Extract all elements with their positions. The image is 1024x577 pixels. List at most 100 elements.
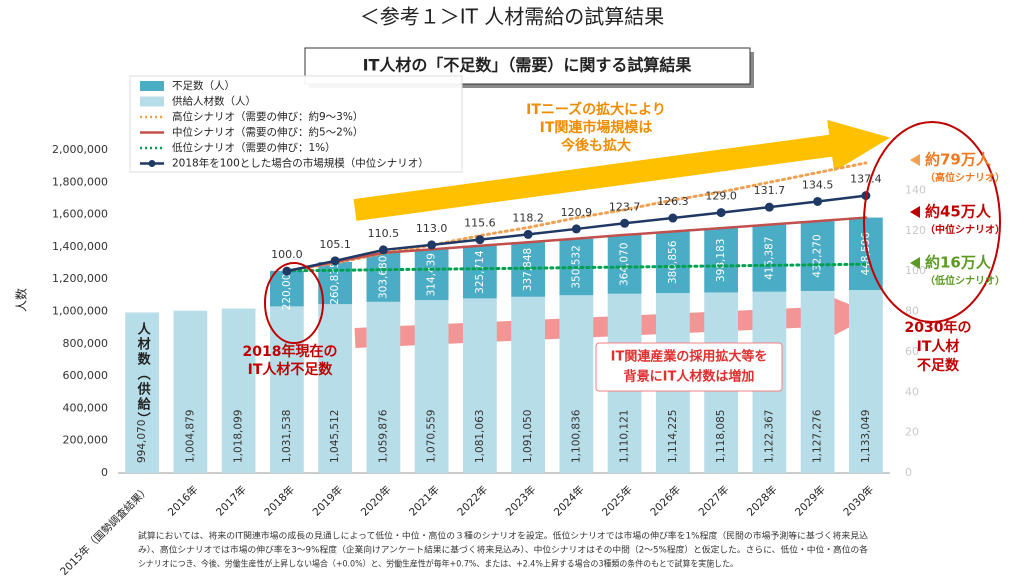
y-tick-label: 800,000 [63, 337, 109, 350]
bar [511, 296, 546, 473]
legend-marker [148, 160, 156, 167]
bar-label: 432,270 [812, 234, 824, 277]
series-marker [475, 235, 485, 245]
annotation: ITニーズの拡大により [526, 101, 666, 118]
series-line [285, 262, 868, 273]
y2-tick-label: 140 [905, 183, 926, 196]
hiring-box [595, 342, 783, 392]
point-label: 115.6 [464, 217, 496, 230]
annotation: IT関連産業の採用拡大等を [611, 349, 768, 365]
bar [318, 304, 353, 473]
footnote: 試算においては、将来のIT関連市場の成長の見通しによって低位・中位・高位の３種の… [138, 531, 869, 542]
y-tick-label: 1,000,000 [52, 305, 108, 318]
bar-label: 1,118,085 [715, 410, 727, 463]
plot-area: 0 200,000 400,000 600,000 800,000 1,000,000 1,… [14, 143, 927, 577]
bar [414, 249, 449, 301]
series-marker [427, 240, 437, 250]
bar-label: 260,835 [329, 261, 341, 304]
bar-label: 1,091,050 [522, 410, 534, 463]
bar-label: 1,110,121 [619, 410, 631, 463]
y-tick-label: 0 [101, 466, 108, 479]
bar-label: 1,114,225 [667, 410, 679, 463]
pointer-high [910, 154, 920, 166]
bar [752, 224, 787, 292]
pointer-low [910, 257, 920, 269]
annotation: 約16万人 [925, 254, 992, 272]
point-label: 131.7 [754, 184, 786, 197]
bar-label: 1,081,063 [474, 410, 486, 463]
footnote: シナリオにつき、今後、労働生産性が上昇しない場合（+0.0%）と、労働生産性が毎… [138, 559, 738, 570]
bar-label: 415,387 [763, 236, 775, 279]
annotation: 今後も拡大 [560, 137, 631, 154]
x-tick-label: 2023年 [503, 483, 539, 519]
point-label: 137.4 [850, 173, 882, 186]
bar [655, 231, 690, 294]
bar [462, 298, 497, 473]
bar-label: 1,004,879 [184, 410, 196, 463]
bar [366, 252, 401, 302]
point-label: 113.0 [416, 222, 448, 235]
point-label: 134.5 [802, 178, 834, 191]
x-tick-label: 2017年 [213, 483, 249, 519]
bar [221, 308, 256, 473]
bar [848, 290, 883, 473]
bar-label: 1,133,049 [860, 410, 872, 463]
y2-tick-label: 80 [905, 305, 919, 318]
overlay: 不足数（人） 供給人材数（人） 高位シナリオ（需要の伸び：約9～3%） 中位シナリオ（… [129, 75, 1005, 392]
legend-label: 高位シナリオ（需要の伸び：約9～3%） [172, 110, 363, 123]
y-tick-label: 600,000 [63, 369, 109, 382]
series-marker [282, 266, 292, 276]
series-marker [668, 213, 678, 223]
series-marker [813, 196, 823, 206]
y2-tick-label: 120 [905, 224, 926, 237]
x-tick-label: 2029年 [792, 483, 828, 519]
bar-label: 1,070,559 [426, 410, 438, 463]
y-tick-label: 1,800,000 [52, 175, 108, 188]
legend-swatch [140, 96, 164, 107]
y-tick-label: 1,600,000 [52, 208, 108, 221]
point-label: 129.0 [705, 190, 737, 203]
point-label: 110.5 [368, 227, 400, 240]
annotation: IT人材 [917, 338, 960, 355]
legend-box [129, 75, 463, 173]
point-label: 126.3 [657, 195, 689, 208]
bar [269, 270, 304, 307]
annotation: IT関連市場規模は [540, 119, 653, 136]
series-marker [764, 202, 774, 212]
x-tick-label: 2020年 [358, 483, 394, 519]
bar-label: 380,856 [667, 240, 679, 284]
bar-label: 303,680 [377, 256, 389, 299]
legend-label: 中位シナリオ（需要の伸び：約5～2%） [172, 126, 363, 139]
bar-label: 220,000 [281, 267, 293, 310]
annotation: 背景にIT人材数は増加 [624, 369, 755, 385]
x-tick-label: 2030年 [841, 483, 877, 519]
y-tick-label: 200,000 [63, 434, 109, 447]
y-tick-label: 1,200,000 [52, 272, 108, 285]
legend-swatch [140, 81, 164, 91]
bar [462, 245, 497, 299]
bar-label: 1,031,538 [281, 410, 293, 463]
x-tick-label: 2024年 [551, 483, 587, 519]
point-label: 118.2 [512, 211, 544, 224]
y-tick-label: 400,000 [63, 401, 109, 414]
y2-tick-label: 100 [905, 264, 926, 277]
annotation: （中位シナリオ） [925, 223, 1005, 236]
circle-2018 [264, 262, 324, 344]
bar-label: 1,127,276 [812, 409, 824, 463]
bar-label: 1,045,512 [329, 410, 341, 463]
x-tick-label: 2021年 [406, 483, 442, 519]
circle-2030 [863, 121, 1001, 323]
bar-label: 1,100,836 [570, 409, 582, 463]
bar [559, 295, 594, 473]
point-label: 105.1 [319, 238, 351, 251]
x-tick-label: 2028年 [744, 483, 780, 519]
x-tick-label: 2022年 [455, 483, 491, 519]
series-marker [523, 229, 533, 239]
bar [800, 290, 835, 473]
annotation: 約79万人 [925, 151, 992, 169]
bar-label: 1,122,367 [763, 410, 775, 463]
pointer-mid [910, 206, 920, 218]
bar-label: 325,714 [474, 250, 486, 294]
x-tick-label: 2018年 [262, 483, 298, 519]
bar-label: 1,059,876 [377, 409, 389, 463]
